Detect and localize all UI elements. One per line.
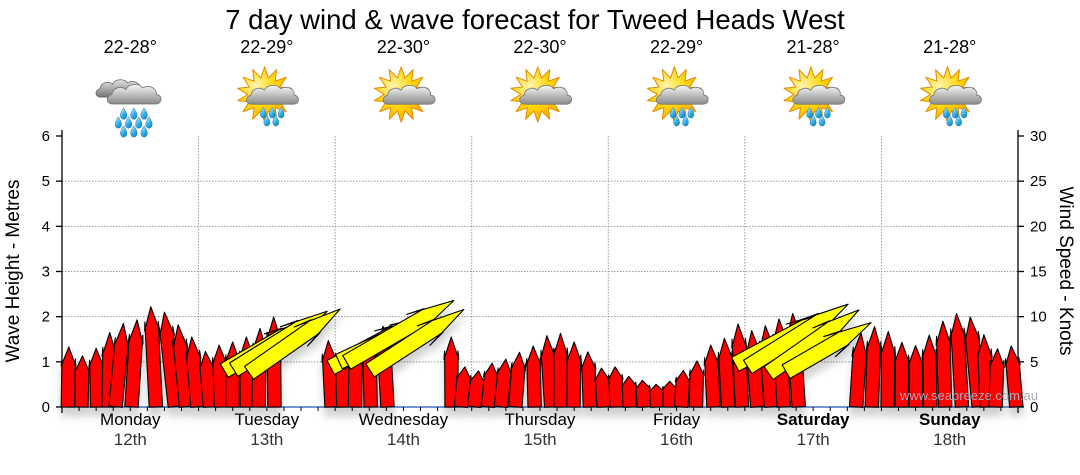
svg-text:22-30°: 22-30° [377, 37, 430, 57]
svg-text:21-28°: 21-28° [923, 37, 976, 57]
svg-text:22-29°: 22-29° [650, 37, 703, 57]
svg-text:22-29°: 22-29° [240, 37, 293, 57]
svg-text:21-28°: 21-28° [787, 37, 840, 57]
svg-text:22-28°: 22-28° [104, 37, 157, 57]
svg-text:22-30°: 22-30° [513, 37, 566, 57]
